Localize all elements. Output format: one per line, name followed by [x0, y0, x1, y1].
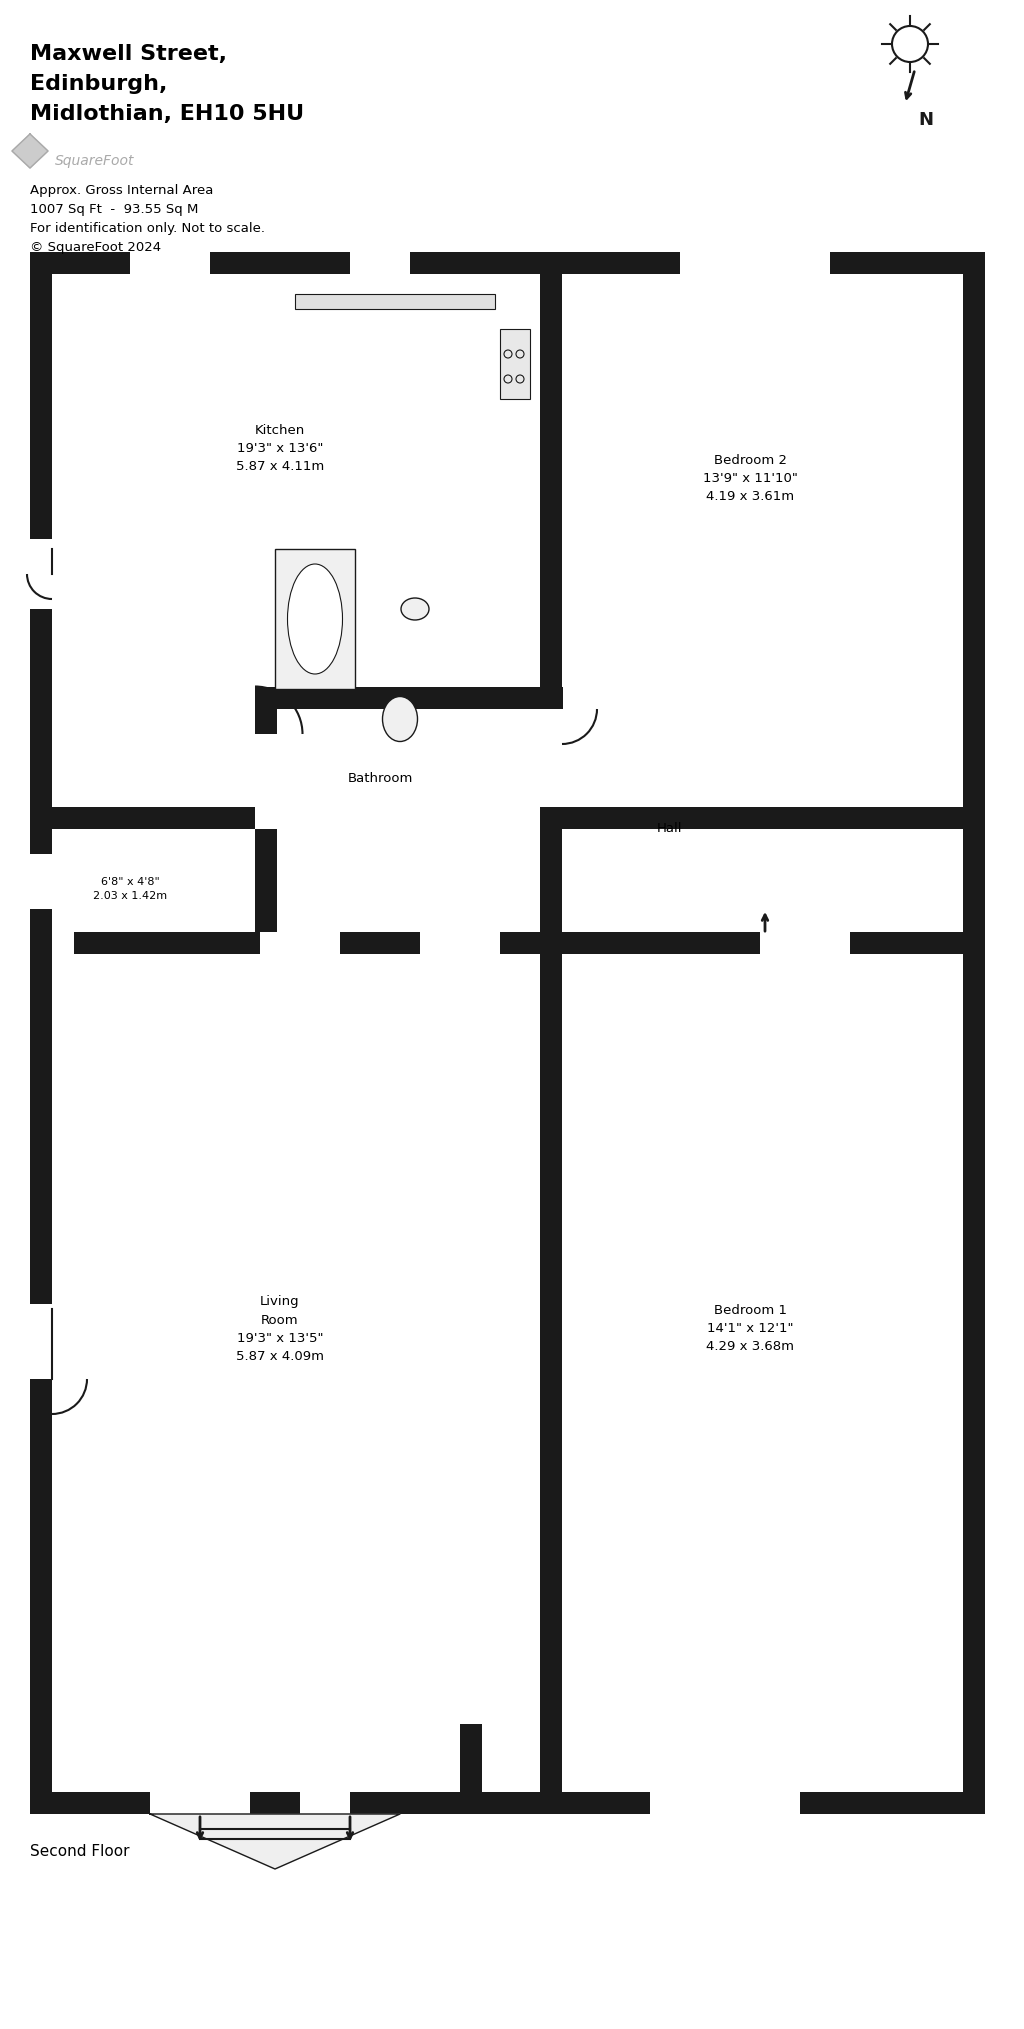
Polygon shape: [150, 1814, 400, 1869]
Bar: [680, 252, 830, 274]
Text: Hall: Hall: [657, 822, 683, 836]
Bar: [350, 252, 410, 274]
Text: Bedroom 1
14'1" x 12'1"
4.29 x 3.68m: Bedroom 1 14'1" x 12'1" 4.29 x 3.68m: [706, 1305, 794, 1353]
Bar: [500, 329, 530, 400]
Bar: [255, 688, 278, 939]
Bar: [295, 294, 495, 308]
Text: Edinburgh,: Edinburgh,: [30, 73, 167, 93]
Text: SquareFoot: SquareFoot: [55, 154, 134, 168]
Bar: [30, 540, 52, 609]
Ellipse shape: [383, 696, 418, 741]
Text: Kitchen
19'3" x 13'6"
5.87 x 4.11m: Kitchen 19'3" x 13'6" 5.87 x 4.11m: [236, 424, 325, 473]
Ellipse shape: [288, 564, 342, 674]
Bar: [255, 688, 563, 708]
Bar: [550, 1792, 985, 1814]
Bar: [260, 931, 340, 954]
Bar: [540, 252, 562, 708]
Bar: [460, 1725, 482, 1814]
Ellipse shape: [401, 599, 429, 621]
Bar: [295, 294, 495, 308]
Polygon shape: [12, 134, 48, 168]
Bar: [275, 550, 355, 690]
Bar: [30, 1305, 52, 1380]
Text: Second Floor: Second Floor: [30, 1844, 129, 1859]
Bar: [300, 1792, 350, 1814]
Bar: [150, 1792, 250, 1814]
Bar: [130, 252, 210, 274]
Bar: [963, 252, 985, 1814]
Bar: [30, 252, 52, 1814]
Text: N: N: [918, 112, 933, 130]
Bar: [650, 1792, 800, 1814]
Polygon shape: [40, 264, 975, 1800]
Bar: [540, 931, 562, 1792]
Bar: [30, 252, 985, 274]
Bar: [52, 931, 985, 954]
Text: Approx. Gross Internal Area
1007 Sq Ft  -  93.55 Sq M
For identification only. N: Approx. Gross Internal Area 1007 Sq Ft -…: [30, 185, 265, 254]
Bar: [30, 854, 52, 909]
Text: Maxwell Street,: Maxwell Street,: [30, 45, 227, 65]
Bar: [420, 931, 500, 954]
Text: Bedroom 2
13'9" x 11'10"
4.19 x 3.61m: Bedroom 2 13'9" x 11'10" 4.19 x 3.61m: [702, 454, 798, 503]
Text: Bathroom: Bathroom: [347, 773, 413, 785]
Text: Midlothian, EH10 5HU: Midlothian, EH10 5HU: [30, 103, 304, 124]
Bar: [760, 931, 850, 954]
Bar: [30, 1792, 560, 1814]
Bar: [52, 931, 278, 954]
Bar: [500, 329, 530, 400]
Bar: [540, 808, 562, 954]
Bar: [255, 734, 278, 830]
Bar: [540, 808, 975, 830]
Text: Living
Room
19'3" x 13'5"
5.87 x 4.09m: Living Room 19'3" x 13'5" 5.87 x 4.09m: [236, 1295, 324, 1363]
Text: 6'8" x 4'8"
2.03 x 1.42m: 6'8" x 4'8" 2.03 x 1.42m: [93, 877, 167, 901]
Bar: [52, 808, 257, 830]
Bar: [52, 905, 74, 954]
